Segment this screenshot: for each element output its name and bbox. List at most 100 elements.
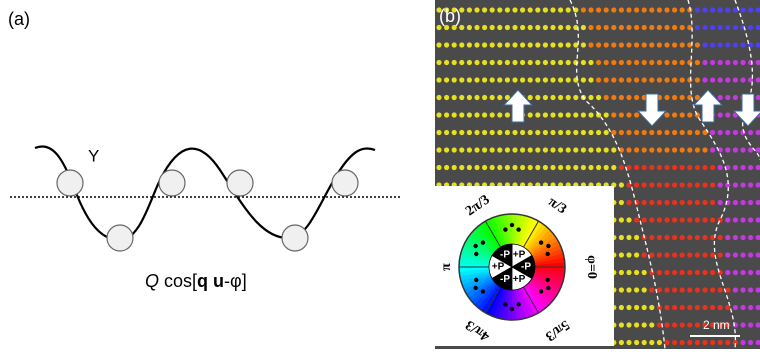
atom [107, 225, 133, 251]
atom-column [695, 217, 700, 222]
atom-column [680, 7, 685, 12]
atom-column [611, 42, 616, 47]
atom-column [626, 217, 631, 222]
atom-column [710, 60, 715, 65]
atom-column [543, 112, 548, 117]
atom-column [649, 217, 654, 222]
atom-column [672, 322, 677, 327]
atom-column [543, 7, 548, 12]
atom-column [740, 147, 745, 152]
atom-column [474, 95, 479, 100]
atom-column [649, 165, 654, 170]
atom-column [581, 112, 586, 117]
atom-column [619, 7, 624, 12]
atom-column [611, 77, 616, 82]
atom-column [710, 147, 715, 152]
atom-column [733, 270, 738, 275]
formula-part: q [197, 271, 208, 291]
atom [227, 170, 253, 196]
dot [481, 289, 485, 293]
atom-column [467, 112, 472, 117]
dot [546, 286, 550, 290]
atom-column [672, 182, 677, 187]
atom-column [725, 25, 730, 30]
atom-column [459, 147, 464, 152]
atom-column [642, 42, 647, 47]
atom-column [672, 60, 677, 65]
atom-column [436, 77, 441, 82]
atom-column [467, 95, 472, 100]
atom-column [444, 165, 449, 170]
atom-column [611, 165, 616, 170]
atom-column [664, 42, 669, 47]
atom-column [710, 182, 715, 187]
atom-column [642, 182, 647, 187]
atom-column [528, 42, 533, 47]
atom-column [672, 340, 677, 345]
atom-column [512, 25, 517, 30]
atom-column [581, 7, 586, 12]
atom-column [573, 60, 578, 65]
atom-column [619, 165, 624, 170]
atom-column [543, 25, 548, 30]
atom-column [482, 130, 487, 135]
atom-column [444, 60, 449, 65]
atom-column [748, 182, 753, 187]
atom-column [596, 77, 601, 82]
atom-column [634, 322, 639, 327]
atom-column [459, 60, 464, 65]
atom-column [740, 42, 745, 47]
atoms [57, 170, 358, 251]
atom-column [710, 7, 715, 12]
atom-column [695, 340, 700, 345]
atom-column [520, 42, 525, 47]
atom-column [573, 95, 578, 100]
atom-column [482, 165, 487, 170]
atom-column [725, 340, 730, 345]
atom-column [626, 147, 631, 152]
atom-column [657, 60, 662, 65]
atom-column [680, 95, 685, 100]
atom-column [558, 77, 563, 82]
atom-column [535, 25, 540, 30]
atom-column [642, 25, 647, 30]
atom-column [444, 77, 449, 82]
atom-column [474, 165, 479, 170]
atom-column [566, 112, 571, 117]
atom-column [558, 112, 563, 117]
atom-column [733, 165, 738, 170]
atom-column [642, 200, 647, 205]
atom-column [596, 42, 601, 47]
atom-column [634, 147, 639, 152]
atom-column [520, 147, 525, 152]
atom-column [452, 165, 457, 170]
atom-column [588, 77, 593, 82]
atom-column [718, 42, 723, 47]
formula-part: Q [145, 271, 159, 291]
atom-column [626, 95, 631, 100]
dot [474, 278, 478, 282]
atom-column [664, 322, 669, 327]
atom-column [467, 130, 472, 135]
atom-column [550, 95, 555, 100]
atom-column [626, 235, 631, 240]
atom-column [740, 182, 745, 187]
atom-column [474, 147, 479, 152]
atom-column [748, 305, 753, 310]
atom-column [664, 25, 669, 30]
atom-column [680, 252, 685, 257]
atom-column [710, 130, 715, 135]
atom-column [467, 165, 472, 170]
atom-column [626, 270, 631, 275]
atom-column [725, 42, 730, 47]
atom-column [710, 340, 715, 345]
atom-column [740, 165, 745, 170]
atom-column [474, 7, 479, 12]
atom-column [642, 165, 647, 170]
atom-column [490, 112, 495, 117]
atom-column [634, 165, 639, 170]
atom-column [702, 182, 707, 187]
atom-column [566, 165, 571, 170]
atom-column [634, 305, 639, 310]
atom-column [672, 95, 677, 100]
